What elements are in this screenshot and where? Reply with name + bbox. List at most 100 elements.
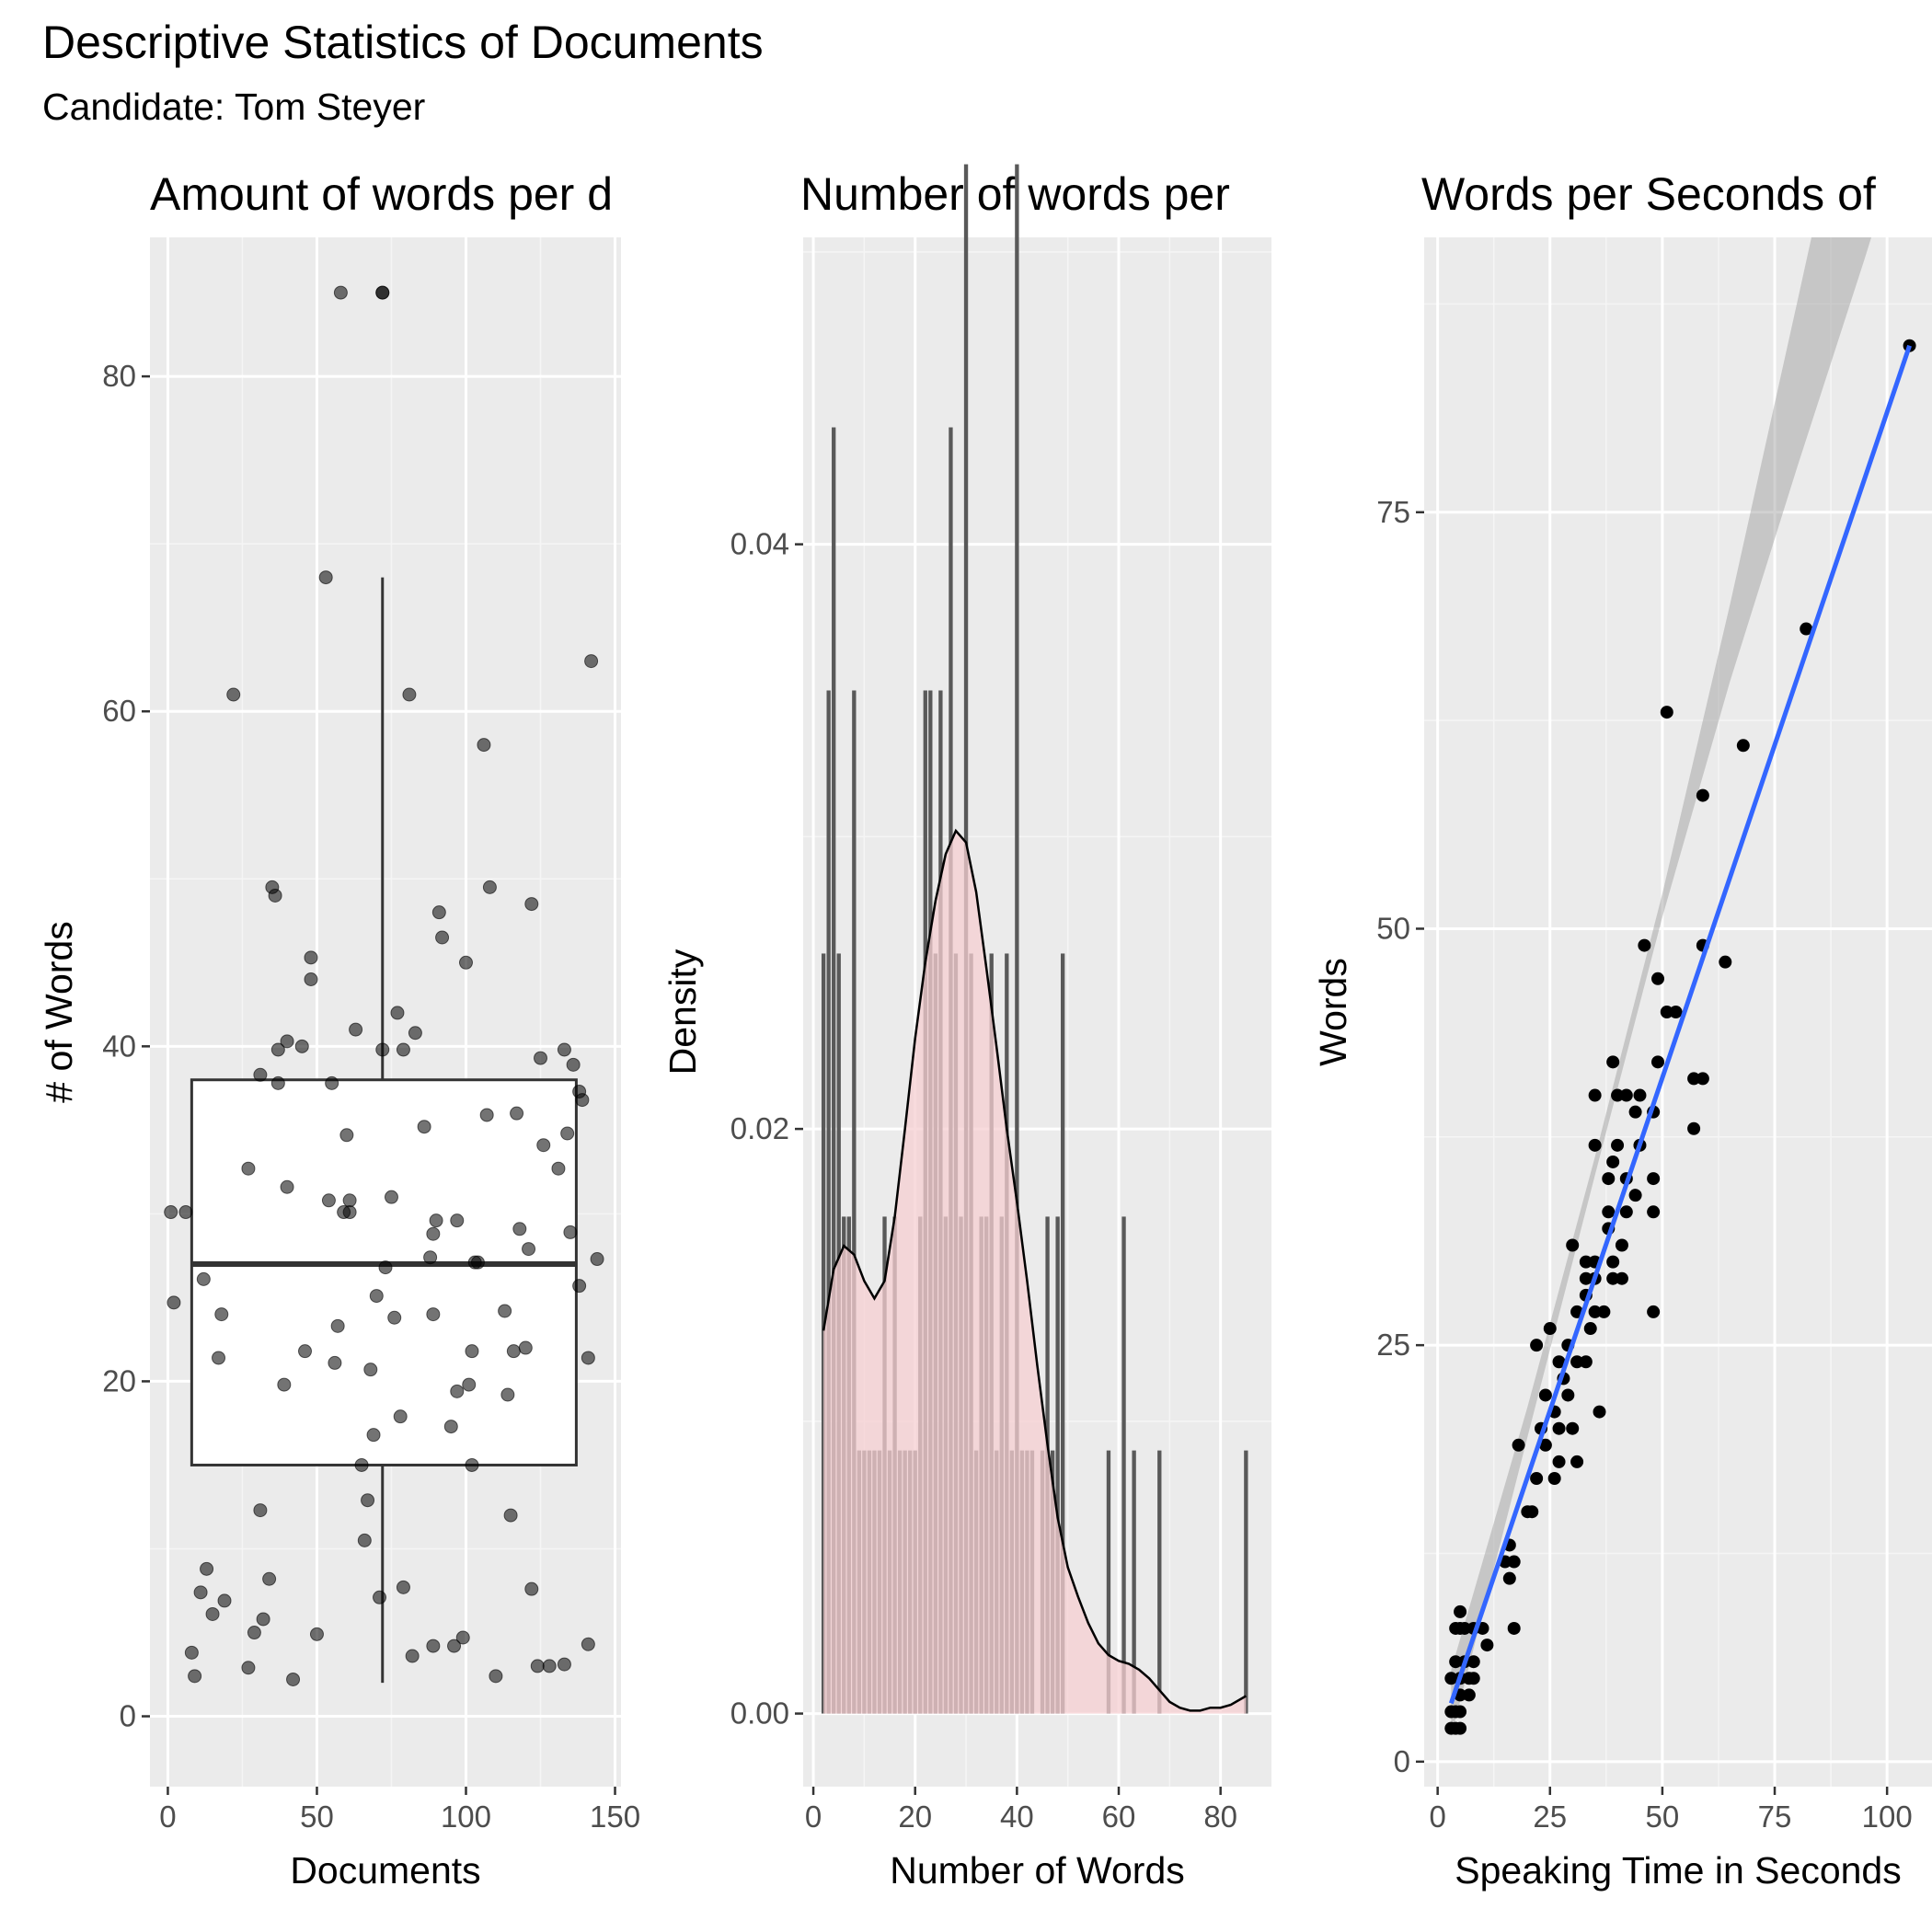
data-point <box>581 1637 595 1651</box>
panel-title: Words per Seconds of <box>1421 168 1876 220</box>
y-tick-label: 50 <box>1376 911 1410 945</box>
data-point <box>1611 1138 1625 1152</box>
data-point <box>304 972 318 986</box>
data-point <box>426 1307 441 1322</box>
data-point <box>393 1409 408 1424</box>
data-point <box>429 1213 443 1228</box>
data-point <box>330 1318 345 1333</box>
data-point <box>524 1581 539 1596</box>
data-point <box>1449 1621 1463 1635</box>
data-point <box>1530 1472 1544 1486</box>
data-point <box>1628 1105 1642 1119</box>
data-point <box>1696 1072 1709 1086</box>
data-point <box>193 1585 208 1600</box>
data-point <box>214 1307 229 1322</box>
x-tick-label: 25 <box>1533 1800 1567 1834</box>
data-point <box>205 1606 220 1621</box>
data-point <box>1597 1305 1611 1318</box>
data-point <box>423 1250 438 1265</box>
data-point <box>498 1304 512 1318</box>
data-point <box>188 1669 202 1684</box>
data-point <box>1602 1172 1616 1186</box>
data-point <box>339 1128 354 1143</box>
data-point <box>184 1645 199 1660</box>
x-tick-label: 75 <box>1758 1800 1792 1834</box>
data-point <box>280 1034 294 1049</box>
data-point <box>1800 622 1813 636</box>
data-point <box>402 687 417 702</box>
data-point <box>450 1213 465 1228</box>
data-point <box>349 1022 363 1037</box>
data-point <box>1466 1672 1480 1685</box>
data-point <box>506 1344 521 1359</box>
x-tick-label: 50 <box>1646 1800 1680 1834</box>
x-tick-label: 50 <box>300 1800 334 1834</box>
data-point <box>1538 1388 1552 1402</box>
data-point <box>408 1026 422 1041</box>
x-tick-label: 80 <box>1203 1800 1237 1834</box>
data-point <box>268 888 282 903</box>
regression-line <box>1448 344 1912 1705</box>
data-point <box>1606 1255 1620 1269</box>
data-point <box>1525 1505 1539 1519</box>
y-tick-label: 20 <box>102 1363 136 1397</box>
data-point <box>462 1377 477 1392</box>
x-tick-label: 100 <box>441 1800 491 1834</box>
data-point <box>524 897 539 912</box>
data-point <box>1462 1688 1476 1702</box>
x-tick-label: 40 <box>1000 1800 1034 1834</box>
data-point <box>390 1006 405 1020</box>
data-point <box>286 1672 301 1686</box>
data-point <box>1606 1055 1620 1069</box>
data-point <box>1736 739 1750 753</box>
data-point <box>375 285 390 300</box>
data-point <box>1566 1421 1580 1435</box>
data-point <box>1480 1639 1494 1652</box>
panel-3: 0 25 50 75 0 25 50 75 100 Words per Seconds of Spe… <box>1312 168 1932 1892</box>
panel-background <box>150 237 621 1787</box>
x-tick-label: 150 <box>590 1800 640 1834</box>
data-point <box>1606 1271 1620 1285</box>
data-point <box>1628 1189 1642 1202</box>
histogram-bar <box>1015 164 1019 1714</box>
density-area <box>823 831 1247 1714</box>
histogram-bar <box>1106 1450 1111 1714</box>
data-point <box>482 880 497 894</box>
data-point <box>1444 1672 1458 1685</box>
data-point <box>342 1205 357 1220</box>
data-point <box>196 1271 211 1286</box>
y-tick-label: 60 <box>102 694 136 728</box>
data-point <box>1588 1088 1602 1102</box>
data-point <box>1543 1322 1557 1336</box>
data-point <box>1651 1055 1665 1069</box>
data-point <box>470 1255 485 1270</box>
y-tick-label: 40 <box>102 1029 136 1063</box>
data-point <box>1538 1438 1552 1452</box>
data-point <box>164 1205 178 1220</box>
x-tick-label: 0 <box>805 1800 822 1834</box>
data-point <box>1687 1121 1701 1135</box>
x-tick-label: 100 <box>1862 1800 1913 1834</box>
histogram-bar <box>1157 1450 1162 1714</box>
figure-subtitle: Candidate: Tom Steyer <box>42 86 426 128</box>
data-point <box>328 1355 342 1370</box>
data-point <box>1619 1088 1633 1102</box>
data-point <box>241 1661 256 1675</box>
data-point <box>560 1126 575 1141</box>
data-point <box>253 1503 268 1518</box>
data-point <box>557 1042 571 1057</box>
data-point <box>1449 1655 1463 1669</box>
data-point <box>304 950 318 965</box>
data-point <box>354 1457 369 1472</box>
data-point <box>575 1093 590 1108</box>
data-point <box>200 1561 214 1576</box>
data-point <box>1507 1555 1521 1569</box>
data-point <box>1552 1421 1566 1435</box>
histogram-bar <box>1055 1216 1060 1714</box>
y-tick-label: 0 <box>120 1699 136 1733</box>
data-point <box>1552 1355 1566 1369</box>
data-point <box>572 1279 587 1294</box>
data-point <box>584 654 599 669</box>
histogram-bar <box>1121 1216 1126 1714</box>
